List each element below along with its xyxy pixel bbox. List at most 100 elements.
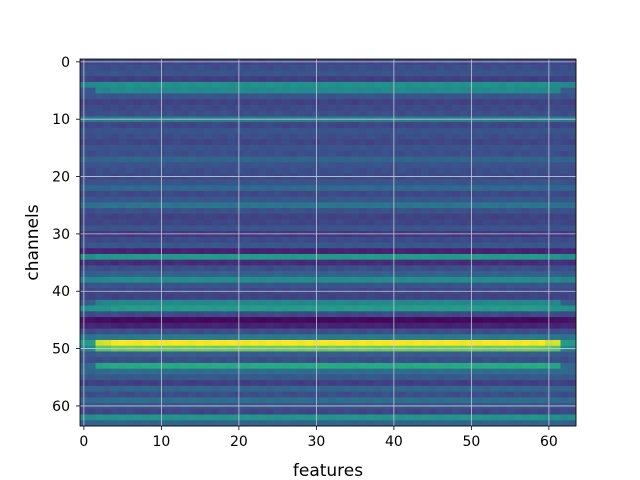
- heatmap-cell: [366, 420, 375, 427]
- heatmap-cell: [351, 414, 360, 421]
- heatmap-cell: [111, 253, 120, 261]
- heatmap-cell: [196, 259, 205, 266]
- heatmap-cell: [142, 64, 151, 71]
- heatmap-cell: [118, 242, 127, 249]
- heatmap-cell: [211, 127, 220, 134]
- heatmap-cell: [134, 162, 143, 169]
- heatmap-cell: [413, 110, 422, 117]
- heatmap-cell: [421, 133, 430, 140]
- heatmap-cell: [351, 328, 360, 335]
- heatmap-cell: [149, 265, 158, 272]
- heatmap-cell: [297, 420, 306, 427]
- heatmap-cell: [165, 213, 174, 220]
- heatmap-cell: [250, 328, 259, 335]
- heatmap-cell: [134, 110, 143, 117]
- heatmap-cell: [304, 139, 313, 146]
- heatmap-cell: [281, 380, 290, 387]
- heatmap-cell: [165, 225, 174, 232]
- heatmap-cell: [335, 408, 344, 415]
- heatmap-cell: [568, 374, 577, 381]
- heatmap-cell: [483, 110, 492, 117]
- heatmap-cell: [421, 282, 430, 289]
- heatmap-cell: [281, 368, 290, 375]
- heatmap-cell: [506, 93, 515, 100]
- heatmap-cell: [444, 374, 453, 381]
- heatmap-cell: [165, 322, 174, 329]
- heatmap-cell: [180, 362, 189, 370]
- heatmap-cell: [490, 179, 499, 186]
- heatmap-cell: [552, 328, 561, 335]
- heatmap-cell: [436, 236, 445, 243]
- heatmap-cell: [211, 110, 220, 117]
- heatmap-cell: [266, 328, 275, 335]
- heatmap-cell: [266, 179, 275, 186]
- heatmap-cell: [452, 328, 461, 335]
- heatmap-cell: [413, 213, 422, 220]
- heatmap-cell: [514, 294, 523, 301]
- heatmap-cell: [126, 397, 135, 404]
- heatmap-cell: [335, 139, 344, 146]
- heatmap-cell: [351, 76, 360, 83]
- heatmap-cell: [173, 282, 182, 289]
- heatmap-cell: [359, 122, 368, 129]
- heatmap-cell: [444, 414, 453, 421]
- heatmap-cell: [297, 248, 306, 255]
- heatmap-cell: [568, 225, 577, 232]
- heatmap-cell: [529, 81, 538, 89]
- heatmap-cell: [413, 104, 422, 112]
- heatmap-cell: [87, 253, 96, 261]
- heatmap-cell: [118, 190, 127, 198]
- heatmap-cell: [405, 253, 414, 261]
- heatmap-cell: [173, 414, 182, 421]
- heatmap-cell: [568, 385, 577, 392]
- heatmap-cell: [351, 385, 360, 392]
- heatmap-cell: [436, 368, 445, 375]
- heatmap-cell: [134, 127, 143, 134]
- heatmap-cell: [242, 70, 251, 77]
- heatmap-cell: [529, 317, 538, 324]
- heatmap-cell: [103, 351, 112, 358]
- heatmap-cell: [250, 317, 259, 324]
- heatmap-cell: [359, 162, 368, 169]
- heatmap-cell: [118, 276, 127, 284]
- heatmap-cell: [490, 133, 499, 140]
- heatmap-cell: [537, 408, 546, 415]
- heatmap-cell: [227, 259, 236, 266]
- heatmap-cell: [149, 76, 158, 83]
- heatmap-cell: [328, 145, 337, 152]
- heatmap-cell: [149, 99, 158, 106]
- heatmap-cell: [359, 127, 368, 134]
- heatmap-cell: [351, 150, 360, 157]
- heatmap-cell: [142, 162, 151, 169]
- heatmap-cell: [428, 380, 437, 387]
- heatmap-cell: [273, 156, 282, 163]
- heatmap-cell: [95, 145, 104, 152]
- heatmap-cell: [490, 156, 499, 163]
- heatmap-cell: [227, 219, 236, 226]
- heatmap-cell: [459, 328, 468, 335]
- heatmap-cell: [289, 253, 298, 261]
- heatmap-cell: [211, 213, 220, 220]
- heatmap-cell: [374, 139, 383, 146]
- heatmap-cell: [242, 196, 251, 203]
- heatmap-cell: [521, 64, 530, 71]
- heatmap-cell: [87, 99, 96, 106]
- heatmap-cell: [537, 150, 546, 157]
- heatmap-cell: [552, 122, 561, 129]
- heatmap-cell: [258, 127, 267, 134]
- heatmap-cell: [428, 317, 437, 324]
- heatmap-cell: [87, 305, 96, 312]
- heatmap-cell: [211, 374, 220, 381]
- heatmap-cell: [560, 110, 569, 117]
- heatmap-cell: [149, 385, 158, 392]
- heatmap-cell: [459, 368, 468, 375]
- heatmap-cell: [397, 311, 406, 318]
- heatmap-cell: [521, 145, 530, 152]
- heatmap-cell: [490, 145, 499, 152]
- heatmap-cell: [118, 236, 127, 243]
- heatmap-cell: [483, 282, 492, 289]
- heatmap-cell: [397, 265, 406, 272]
- heatmap-cell: [111, 179, 120, 186]
- heatmap-cell: [397, 139, 406, 146]
- heatmap-cell: [211, 196, 220, 203]
